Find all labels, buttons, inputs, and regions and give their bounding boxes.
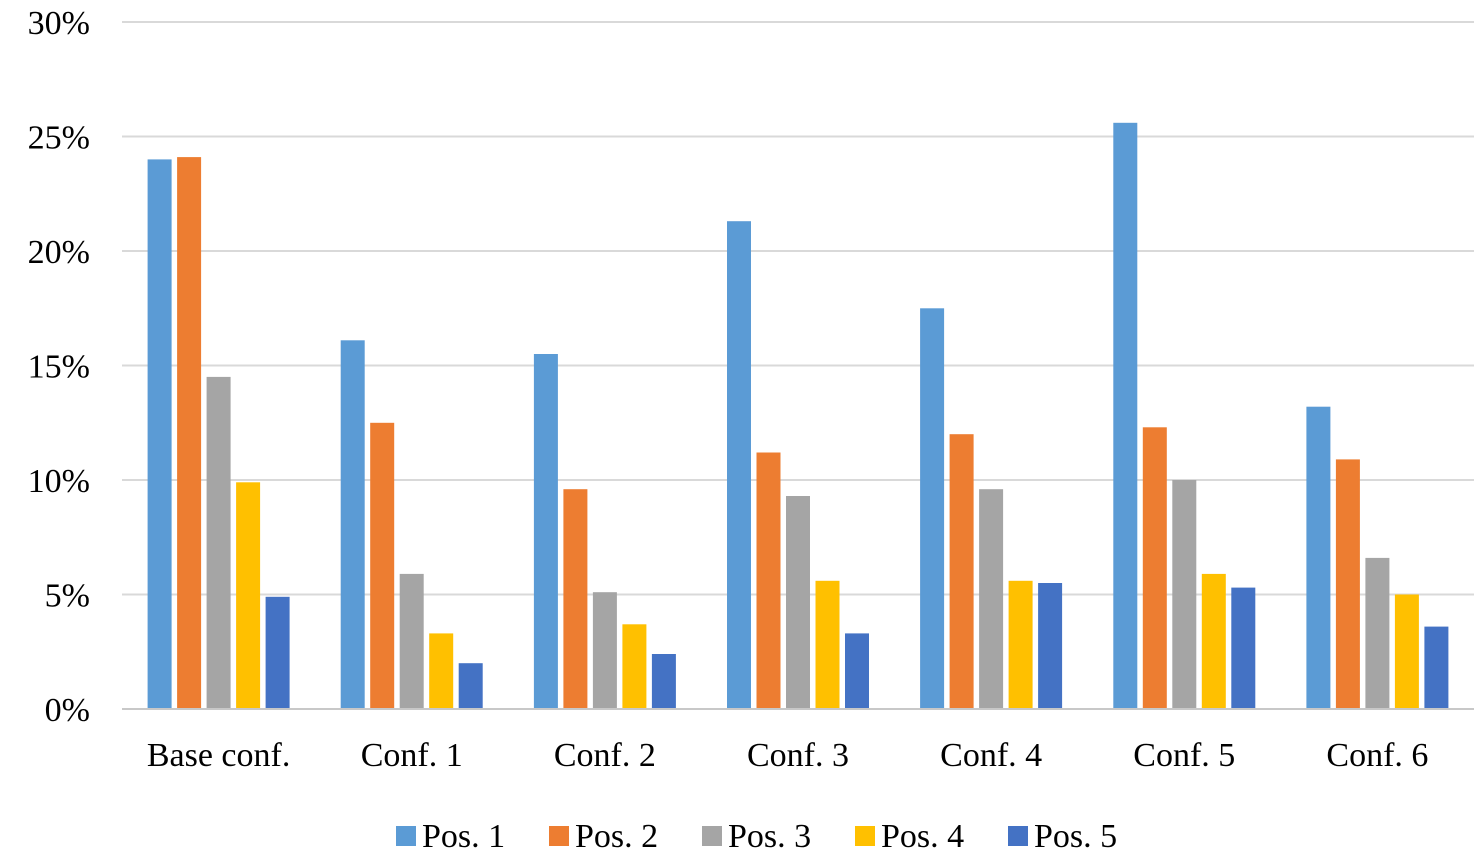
- x-tick-label: Conf. 2: [554, 737, 656, 774]
- bar-2-2: [370, 422, 395, 710]
- legend-label: Pos. 4: [881, 818, 964, 855]
- bar-3-1: [206, 376, 231, 709]
- legend: Pos. 1 Pos. 2 Pos. 3 Pos. 4 Pos. 5: [396, 818, 1117, 855]
- x-tick-label: Conf. 1: [361, 737, 463, 774]
- bar-3-7: [1365, 557, 1390, 709]
- y-tick-label: 25%: [28, 120, 90, 157]
- y-tick-label: 10%: [28, 463, 90, 500]
- legend-swatch: [702, 826, 722, 846]
- bar-4-5: [1008, 580, 1033, 709]
- bar-2-1: [177, 157, 202, 710]
- legend-swatch: [549, 826, 569, 846]
- bar-3-3: [592, 592, 617, 709]
- bar-2-6: [1142, 427, 1167, 709]
- bar-4-2: [429, 633, 454, 709]
- bar-3-2: [399, 573, 424, 709]
- bars: [147, 122, 1449, 710]
- y-tick-label: 0%: [45, 692, 90, 729]
- y-tick-label: 20%: [28, 234, 90, 271]
- x-axis-ticks: Base conf. Conf. 1 Conf. 2 Conf. 3 Conf. 4 Co…: [147, 737, 1429, 774]
- bar-1-6: [1113, 122, 1138, 710]
- bar-1-2: [340, 340, 365, 709]
- bar-5-3: [651, 654, 676, 709]
- y-tick-label: 5%: [45, 578, 90, 615]
- x-tick-label: Conf. 5: [1133, 737, 1235, 774]
- bar-3-5: [979, 489, 1004, 709]
- legend-label: Pos. 3: [728, 818, 811, 855]
- bar-1-5: [920, 308, 945, 710]
- legend-swatch: [855, 826, 875, 846]
- bar-2-4: [756, 452, 781, 709]
- x-tick-label: Conf. 3: [747, 737, 849, 774]
- legend-label: Pos. 2: [575, 818, 658, 855]
- bar-5-6: [1231, 587, 1256, 709]
- y-axis-ticks: 0% 5% 10% 15% 20% 25% 30%: [28, 5, 90, 729]
- x-tick-label: Conf. 6: [1326, 737, 1428, 774]
- bar-4-3: [622, 624, 647, 709]
- bar-2-7: [1335, 459, 1360, 709]
- bar-1-3: [533, 354, 558, 709]
- bar-4-1: [236, 482, 261, 709]
- bar-2-3: [563, 489, 588, 709]
- bar-1-4: [727, 221, 751, 709]
- legend-swatch: [396, 826, 416, 846]
- bar-1-1: [147, 159, 172, 709]
- x-tick-label: Conf. 4: [940, 737, 1042, 774]
- bar-4-7: [1394, 594, 1419, 709]
- x-tick-label: Base conf.: [147, 737, 291, 774]
- bar-3-6: [1172, 480, 1197, 709]
- bar-5-5: [1038, 583, 1063, 709]
- y-tick-label: 15%: [28, 349, 90, 386]
- bar-5-1: [265, 596, 290, 709]
- bar-1-7: [1306, 406, 1331, 709]
- legend-label: Pos. 1: [422, 818, 505, 855]
- bar-5-4: [845, 633, 869, 709]
- y-tick-label: 30%: [28, 5, 90, 42]
- legend-swatch: [1008, 826, 1028, 846]
- bar-4-4: [815, 580, 840, 709]
- bar-3-4: [786, 496, 810, 709]
- legend-label: Pos. 5: [1034, 818, 1117, 855]
- bar-2-5: [949, 434, 974, 709]
- bar-5-7: [1424, 626, 1449, 709]
- bar-5-2: [458, 663, 483, 709]
- bar-4-6: [1201, 573, 1226, 709]
